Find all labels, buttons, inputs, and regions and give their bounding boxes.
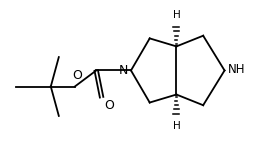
Text: NH: NH [228, 63, 245, 76]
Text: H: H [173, 121, 180, 131]
Text: O: O [72, 69, 82, 83]
Text: H: H [173, 10, 180, 20]
Text: N: N [119, 64, 128, 77]
Text: O: O [104, 99, 114, 111]
